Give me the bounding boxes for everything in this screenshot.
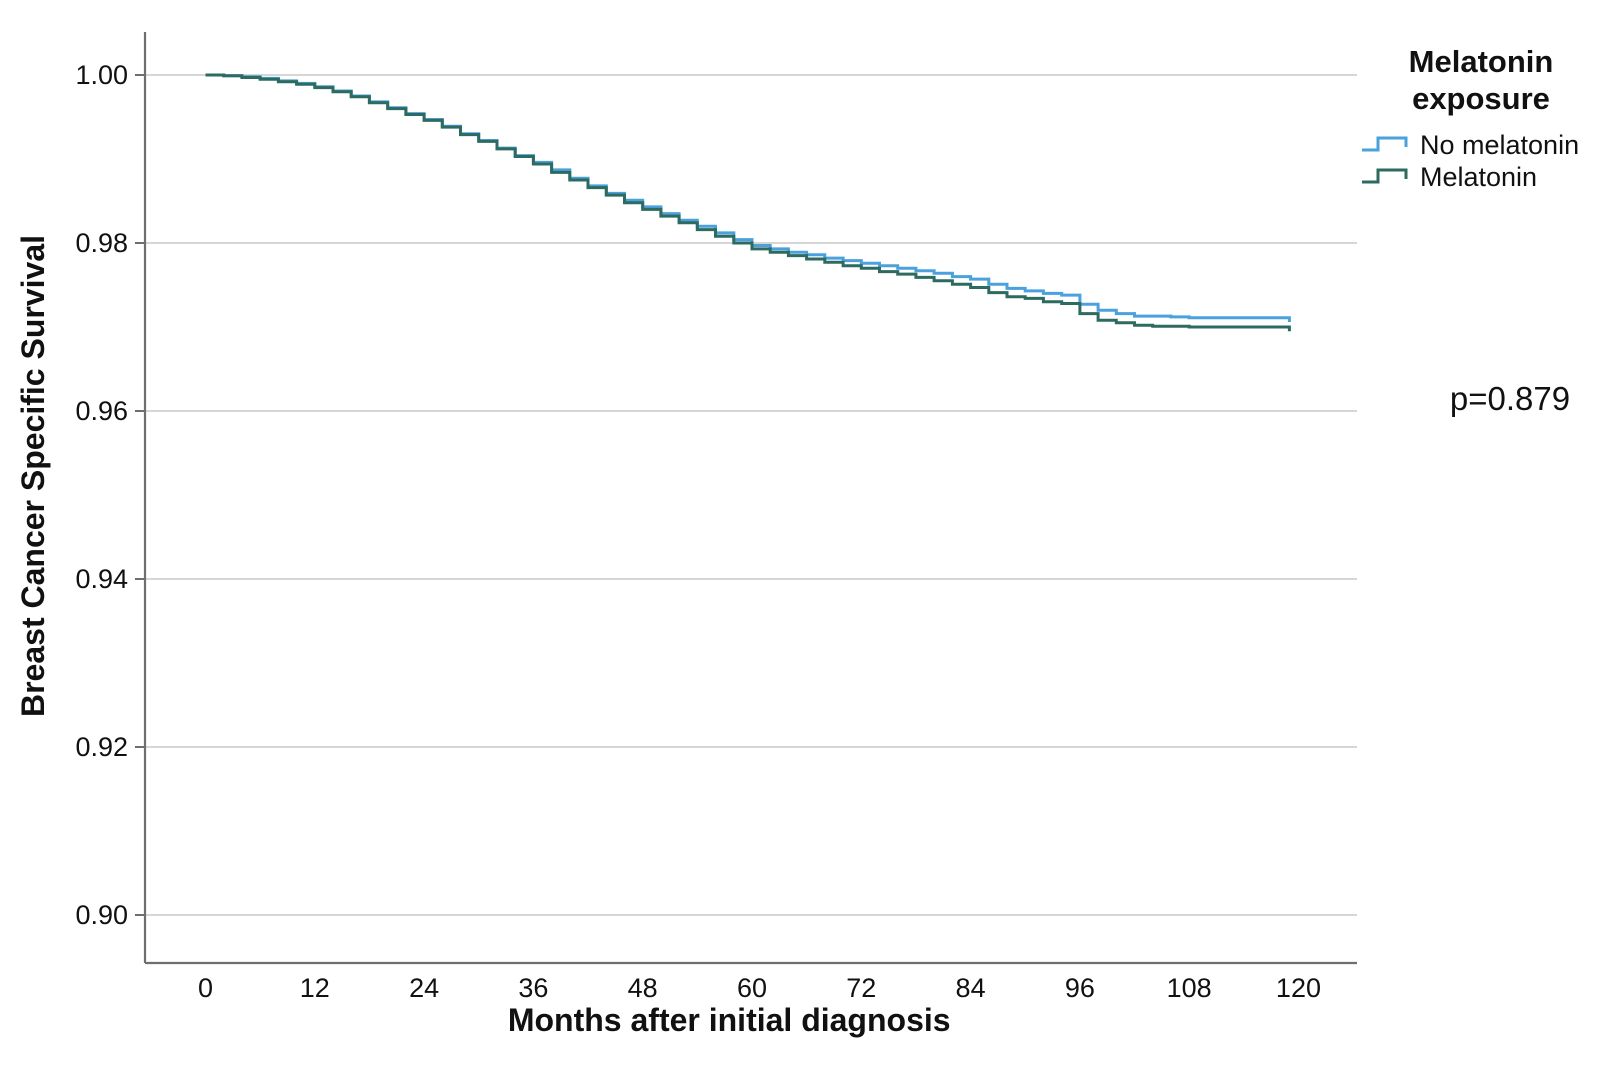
legend-entry-label: Melatonin bbox=[1420, 162, 1537, 192]
p-value-annotation: p=0.879 bbox=[1450, 380, 1570, 417]
x-tick-label: 84 bbox=[956, 973, 986, 1003]
survival-curves bbox=[205, 73, 1291, 332]
legend-entry-label: No melatonin bbox=[1420, 130, 1579, 160]
x-tick-label: 36 bbox=[518, 973, 548, 1003]
p-value-text: p=0.879 bbox=[1450, 380, 1570, 417]
x-tick-label: 72 bbox=[846, 973, 876, 1003]
legend-key-step-icon bbox=[1362, 168, 1408, 184]
legend-key-step-icon bbox=[1362, 136, 1408, 152]
series-no-melatonin bbox=[205, 73, 1291, 322]
y-axis-title: Breast Cancer Specific Survival bbox=[15, 235, 51, 717]
legend-title-line: Melatonin bbox=[1409, 44, 1554, 79]
y-tick-label: 0.94 bbox=[75, 564, 128, 594]
series-melatonin bbox=[205, 73, 1291, 332]
x-tick-label: 24 bbox=[409, 973, 439, 1003]
x-tick-label: 0 bbox=[198, 973, 213, 1003]
x-tick-label: 120 bbox=[1276, 973, 1321, 1003]
x-tick-label: 48 bbox=[628, 973, 658, 1003]
x-axis-title: Months after initial diagnosis bbox=[508, 1002, 951, 1038]
y-tick-label: 0.96 bbox=[75, 396, 128, 426]
tick-labels: 1.00 0.98 0.96 0.94 0.92 0.90 0 12 24 36 48 60 72 84 9… bbox=[75, 60, 1321, 1003]
axes bbox=[135, 32, 1357, 965]
y-tick-label: 0.92 bbox=[75, 732, 128, 762]
x-tick-label: 108 bbox=[1167, 973, 1212, 1003]
x-tick-label: 60 bbox=[737, 973, 767, 1003]
axis-titles: Months after initial diagnosis Breast Can… bbox=[15, 235, 951, 1038]
y-tick-label: 0.98 bbox=[75, 228, 128, 258]
y-tick-label: 0.90 bbox=[75, 900, 128, 930]
x-tick-label: 12 bbox=[300, 973, 330, 1003]
x-tick-label: 96 bbox=[1065, 973, 1095, 1003]
legend-title-line: exposure bbox=[1412, 81, 1550, 116]
gridlines bbox=[145, 74, 1357, 916]
y-tick-label: 1.00 bbox=[75, 60, 128, 90]
